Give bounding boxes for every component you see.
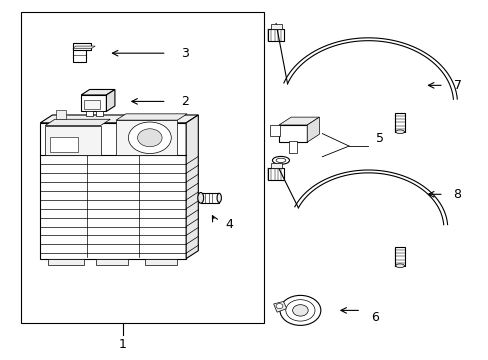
Bar (45, 126, 101, 156)
Bar (268, 29, 284, 41)
Text: 5: 5 (375, 132, 383, 145)
Circle shape (292, 305, 307, 316)
Bar (50, 137, 78, 152)
Bar (270, 125, 280, 136)
Text: 2: 2 (181, 95, 189, 108)
Bar (394, 113, 405, 132)
Ellipse shape (217, 193, 221, 202)
Ellipse shape (395, 130, 404, 134)
Polygon shape (306, 117, 319, 142)
Polygon shape (273, 301, 286, 312)
Bar (145, 258, 177, 265)
Polygon shape (45, 119, 110, 126)
Text: 4: 4 (224, 218, 232, 231)
Polygon shape (116, 114, 187, 120)
Bar (96, 258, 127, 265)
Bar (96, 111, 103, 116)
Bar (40, 123, 186, 258)
Bar (81, 95, 106, 111)
Bar (201, 193, 219, 203)
Circle shape (128, 122, 171, 153)
Ellipse shape (272, 157, 289, 164)
Text: 3: 3 (181, 47, 189, 60)
Bar (86, 111, 93, 116)
Circle shape (285, 300, 314, 321)
Text: 6: 6 (370, 311, 378, 324)
Ellipse shape (198, 193, 203, 203)
Ellipse shape (276, 158, 285, 162)
Bar (394, 247, 405, 266)
Text: 8: 8 (453, 188, 461, 201)
Polygon shape (279, 117, 319, 125)
Bar (73, 43, 91, 50)
Bar (270, 23, 281, 29)
Polygon shape (81, 90, 115, 95)
Ellipse shape (395, 264, 404, 267)
Text: 7: 7 (453, 79, 461, 92)
Bar (270, 163, 281, 168)
Polygon shape (106, 90, 115, 111)
Bar (288, 141, 296, 153)
Polygon shape (73, 46, 95, 49)
Polygon shape (186, 115, 198, 258)
Bar (268, 168, 284, 180)
Bar (47, 258, 84, 265)
Bar (279, 125, 306, 142)
Polygon shape (40, 115, 198, 123)
Text: 1: 1 (119, 338, 126, 351)
Circle shape (276, 303, 283, 309)
Bar (83, 100, 100, 109)
Bar (21, 12, 264, 323)
Bar (73, 49, 85, 62)
Bar (116, 120, 177, 156)
Circle shape (280, 296, 320, 325)
Bar (56, 111, 66, 119)
Circle shape (137, 129, 162, 147)
